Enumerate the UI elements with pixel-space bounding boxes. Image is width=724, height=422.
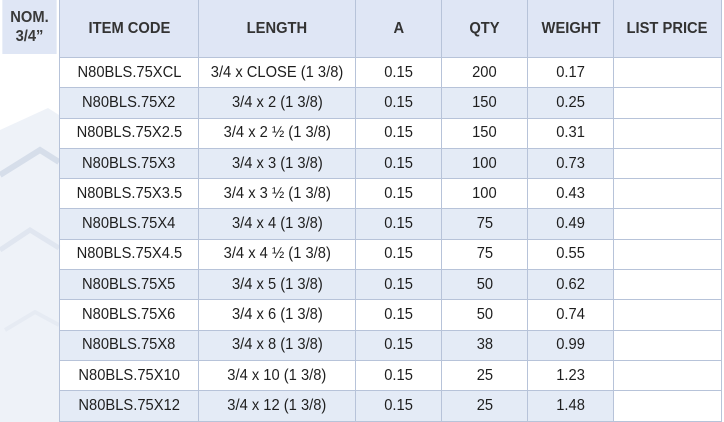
qty-cell: 200 (441, 56, 528, 89)
list-price-cell (613, 56, 722, 89)
column-header-a: A (355, 0, 442, 58)
item-code-cell: N80BLS.75XCL (59, 56, 199, 89)
a-cell: 0.15 (355, 238, 442, 271)
table-row: N80BLS.75X2 3/4 x 2 (1 3/8) 0.15 150 0.25 (59, 87, 722, 119)
item-code-cell: N80BLS.75X3 (59, 147, 199, 180)
qty-cell: 100 (441, 147, 528, 180)
column-header-qty: QTY (441, 0, 528, 58)
table-row: N80BLS.75X5 3/4 x 5 (1 3/8) 0.15 50 0.62 (59, 269, 722, 301)
column-header-weight: WEIGHT (527, 0, 614, 58)
item-code-cell: N80BLS.75X12 (59, 390, 199, 422)
length-cell: 3/4 x 3 ½ (1 3/8) (198, 178, 356, 210)
qty-cell: 75 (441, 238, 528, 271)
column-header-length: LENGTH (198, 0, 356, 58)
table-body: N80BLS.75XCL 3/4 x CLOSE (1 3/8) 0.15 200 0.… (59, 56, 722, 422)
qty-cell: 25 (441, 390, 528, 422)
length-cell: 3/4 x CLOSE (1 3/8) (198, 56, 356, 89)
list-price-cell (613, 299, 722, 331)
a-cell: 0.15 (355, 87, 442, 119)
column-header-list-price: LIST PRICE (613, 0, 722, 58)
weight-cell: 0.99 (527, 329, 614, 361)
qty-cell: 100 (441, 178, 528, 210)
item-code-cell: N80BLS.75X8 (59, 329, 199, 361)
length-cell: 3/4 x 2 (1 3/8) (198, 87, 356, 119)
table-row: N80BLS.75X8 3/4 x 8 (1 3/8) 0.15 38 0.99 (59, 329, 722, 361)
list-price-cell (613, 208, 722, 240)
list-price-cell (613, 359, 722, 392)
list-price-cell (613, 87, 722, 119)
a-cell: 0.15 (355, 147, 442, 180)
item-code-cell: N80BLS.75X3.5 (59, 178, 199, 210)
a-cell: 0.15 (355, 208, 442, 240)
a-cell: 0.15 (355, 359, 442, 392)
qty-cell: 50 (441, 269, 528, 301)
a-cell: 0.15 (355, 329, 442, 361)
weight-cell: 0.62 (527, 269, 614, 301)
table-row: N80BLS.75X4 3/4 x 4 (1 3/8) 0.15 75 0.49 (59, 208, 722, 240)
length-cell: 3/4 x 4 ½ (1 3/8) (198, 238, 356, 271)
qty-cell: 38 (441, 329, 528, 361)
qty-cell: 150 (441, 117, 528, 149)
table-row: N80BLS.75X10 3/4 x 10 (1 3/8) 0.15 25 1.23 (59, 359, 722, 392)
table-header-row: ITEM CODE LENGTH A QTY WEIGHT LIST PRICE (59, 0, 722, 58)
weight-cell: 0.25 (527, 87, 614, 119)
weight-cell: 0.31 (527, 117, 614, 149)
weight-cell: 0.73 (527, 147, 614, 180)
item-code-cell: N80BLS.75X2.5 (59, 117, 199, 149)
column-header-item-code: ITEM CODE (59, 0, 199, 58)
a-cell: 0.15 (355, 299, 442, 331)
a-cell: 0.15 (355, 269, 442, 301)
qty-cell: 75 (441, 208, 528, 240)
table-row: N80BLS.75X6 3/4 x 6 (1 3/8) 0.15 50 0.74 (59, 299, 722, 331)
list-price-cell (613, 269, 722, 301)
a-cell: 0.15 (355, 56, 442, 89)
item-code-cell: N80BLS.75X4.5 (59, 238, 199, 271)
table-row: N80BLS.75X12 3/4 x 12 (1 3/8) 0.15 25 1.48 (59, 390, 722, 422)
weight-cell: 1.48 (527, 390, 614, 422)
weight-cell: 0.43 (527, 178, 614, 210)
product-spec-table: ITEM CODE LENGTH A QTY WEIGHT LIST PRICE… (59, 0, 722, 422)
list-price-cell (613, 390, 722, 422)
table-row: N80BLS.75X4.5 3/4 x 4 ½ (1 3/8) 0.15 75 0.55 (59, 238, 722, 271)
list-price-cell (613, 329, 722, 361)
a-cell: 0.15 (355, 117, 442, 149)
nominal-label-line2: 3/4” (15, 28, 44, 45)
table-row: N80BLS.75X3.5 3/4 x 3 ½ (1 3/8) 0.15 100 0.4… (59, 178, 722, 210)
nominal-label-line1: NOM. (10, 9, 49, 26)
length-cell: 3/4 x 12 (1 3/8) (198, 390, 356, 422)
weight-cell: 0.74 (527, 299, 614, 331)
length-cell: 3/4 x 3 (1 3/8) (198, 147, 356, 180)
item-code-cell: N80BLS.75X5 (59, 269, 199, 301)
weight-cell: 1.23 (527, 359, 614, 392)
list-price-cell (613, 147, 722, 180)
qty-cell: 150 (441, 87, 528, 119)
weight-cell: 0.55 (527, 238, 614, 271)
length-cell: 3/4 x 6 (1 3/8) (198, 299, 356, 331)
nominal-size-label: NOM. 3/4” (2, 0, 57, 54)
list-price-cell (613, 178, 722, 210)
a-cell: 0.15 (355, 178, 442, 210)
weight-cell: 0.17 (527, 56, 614, 89)
a-cell: 0.15 (355, 390, 442, 422)
item-code-cell: N80BLS.75X6 (59, 299, 199, 331)
item-code-cell: N80BLS.75X10 (59, 359, 199, 392)
length-cell: 3/4 x 2 ½ (1 3/8) (198, 117, 356, 149)
weight-cell: 0.49 (527, 208, 614, 240)
table-row: N80BLS.75X3 3/4 x 3 (1 3/8) 0.15 100 0.73 (59, 147, 722, 180)
item-code-cell: N80BLS.75X2 (59, 87, 199, 119)
list-price-cell (613, 117, 722, 149)
table-row: N80BLS.75X2.5 3/4 x 2 ½ (1 3/8) 0.15 150 0.3… (59, 117, 722, 149)
qty-cell: 50 (441, 299, 528, 331)
length-cell: 3/4 x 5 (1 3/8) (198, 269, 356, 301)
list-price-cell (613, 238, 722, 271)
length-cell: 3/4 x 4 (1 3/8) (198, 208, 356, 240)
length-cell: 3/4 x 10 (1 3/8) (198, 359, 356, 392)
table-row: N80BLS.75XCL 3/4 x CLOSE (1 3/8) 0.15 200 0.… (59, 56, 722, 89)
qty-cell: 25 (441, 359, 528, 392)
length-cell: 3/4 x 8 (1 3/8) (198, 329, 356, 361)
item-code-cell: N80BLS.75X4 (59, 208, 199, 240)
